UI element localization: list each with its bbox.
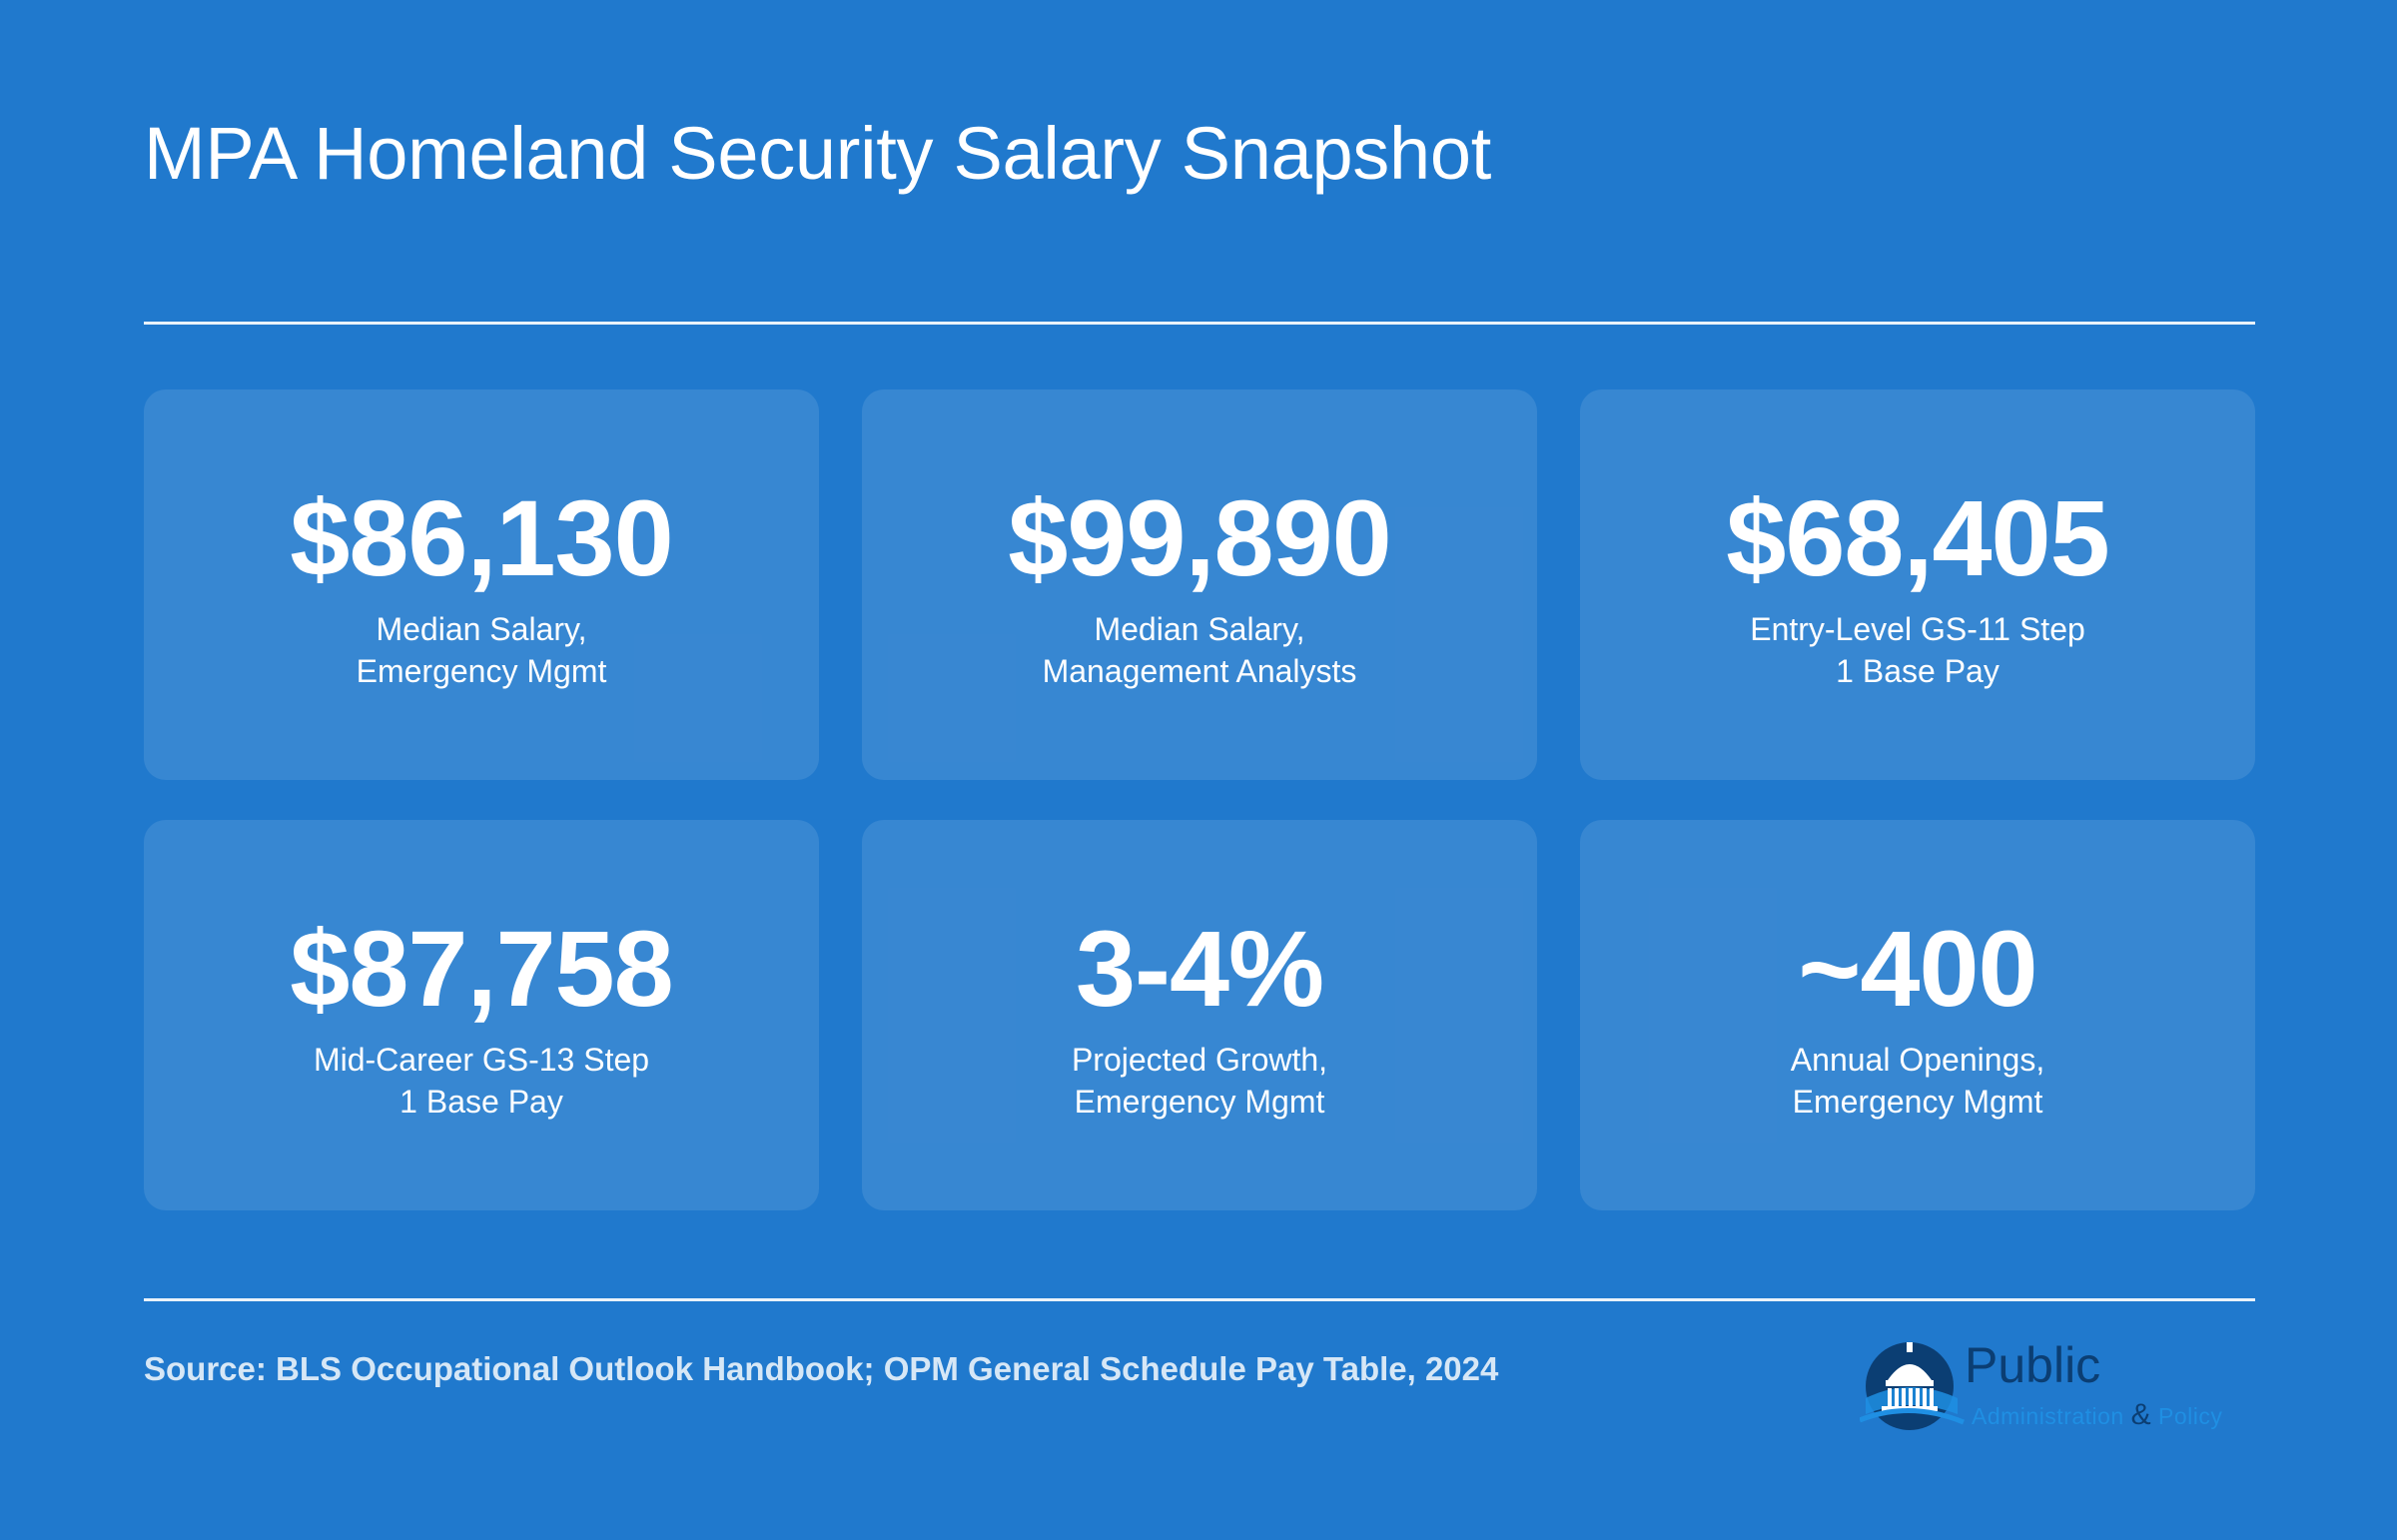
stat-card-mid-career-pay: $87,758 Mid-Career GS-13 Step 1 Base Pay xyxy=(144,820,819,1210)
stat-card-annual-openings: ~400 Annual Openings, Emergency Mgmt xyxy=(1580,820,2255,1210)
logo-tagline-left: Administration xyxy=(1972,1403,2124,1429)
stat-value: ~400 xyxy=(1798,907,2037,1029)
stat-value: $99,890 xyxy=(1008,476,1391,598)
stat-card-median-salary-emergency-mgmt: $86,130 Median Salary, Emergency Mgmt xyxy=(144,389,819,780)
stat-label-line: Mid-Career GS-13 Step xyxy=(313,1041,650,1078)
stat-label-line: Emergency Mgmt xyxy=(356,652,607,689)
capitol-dome-icon xyxy=(1860,1342,1965,1430)
stat-label: Annual Openings, Emergency Mgmt xyxy=(1791,1039,2044,1123)
stat-label-line: Projected Growth, xyxy=(1071,1041,1328,1078)
stat-label-line: 1 Base Pay xyxy=(1836,652,1999,689)
stat-label-line: Emergency Mgmt xyxy=(1074,1083,1325,1120)
stat-label-line: 1 Base Pay xyxy=(400,1083,563,1120)
stat-value: $87,758 xyxy=(290,907,673,1029)
stat-label: Median Salary, Emergency Mgmt xyxy=(357,608,607,692)
top-divider xyxy=(144,322,2255,325)
bottom-divider xyxy=(144,1298,2255,1301)
stat-label: Median Salary, Management Analysts xyxy=(1043,608,1357,692)
source-citation: Source: BLS Occupational Outlook Handboo… xyxy=(144,1350,1499,1387)
stat-value: $86,130 xyxy=(290,476,673,598)
stat-value: 3-4% xyxy=(1075,907,1324,1029)
stat-label-line: Median Salary, xyxy=(376,610,587,647)
brand-logo: Public Administration & Policy xyxy=(1860,1336,2259,1436)
stat-value: $68,405 xyxy=(1726,476,2109,598)
stat-label-line: Emergency Mgmt xyxy=(1792,1083,2043,1120)
stat-label: Entry-Level GS-11 Step 1 Base Pay xyxy=(1750,608,2085,692)
stat-card-entry-level-pay: $68,405 Entry-Level GS-11 Step 1 Base Pa… xyxy=(1580,389,2255,780)
stat-label: Mid-Career GS-13 Step 1 Base Pay xyxy=(314,1039,649,1123)
logo-wordmark: Public xyxy=(1965,1337,2101,1393)
stat-label: Projected Growth, Emergency Mgmt xyxy=(1072,1039,1327,1123)
logo-tagline-right: Policy xyxy=(2158,1403,2223,1429)
stat-label-line: Median Salary, xyxy=(1094,610,1305,647)
stat-card-projected-growth: 3-4% Projected Growth, Emergency Mgmt xyxy=(862,820,1537,1210)
page-title: MPA Homeland Security Salary Snapshot xyxy=(144,112,1491,195)
logo-tagline: Administration & Policy xyxy=(1972,1400,2222,1430)
stat-label-line: Management Analysts xyxy=(1042,652,1357,689)
logo-tagline-amp: & xyxy=(2130,1398,2152,1431)
stat-card-median-salary-management-analysts: $99,890 Median Salary, Management Analys… xyxy=(862,389,1537,780)
stat-label-line: Annual Openings, xyxy=(1790,1041,2045,1078)
stat-label-line: Entry-Level GS-11 Step xyxy=(1750,610,2085,647)
stats-grid: $86,130 Median Salary, Emergency Mgmt $9… xyxy=(144,389,2255,1210)
